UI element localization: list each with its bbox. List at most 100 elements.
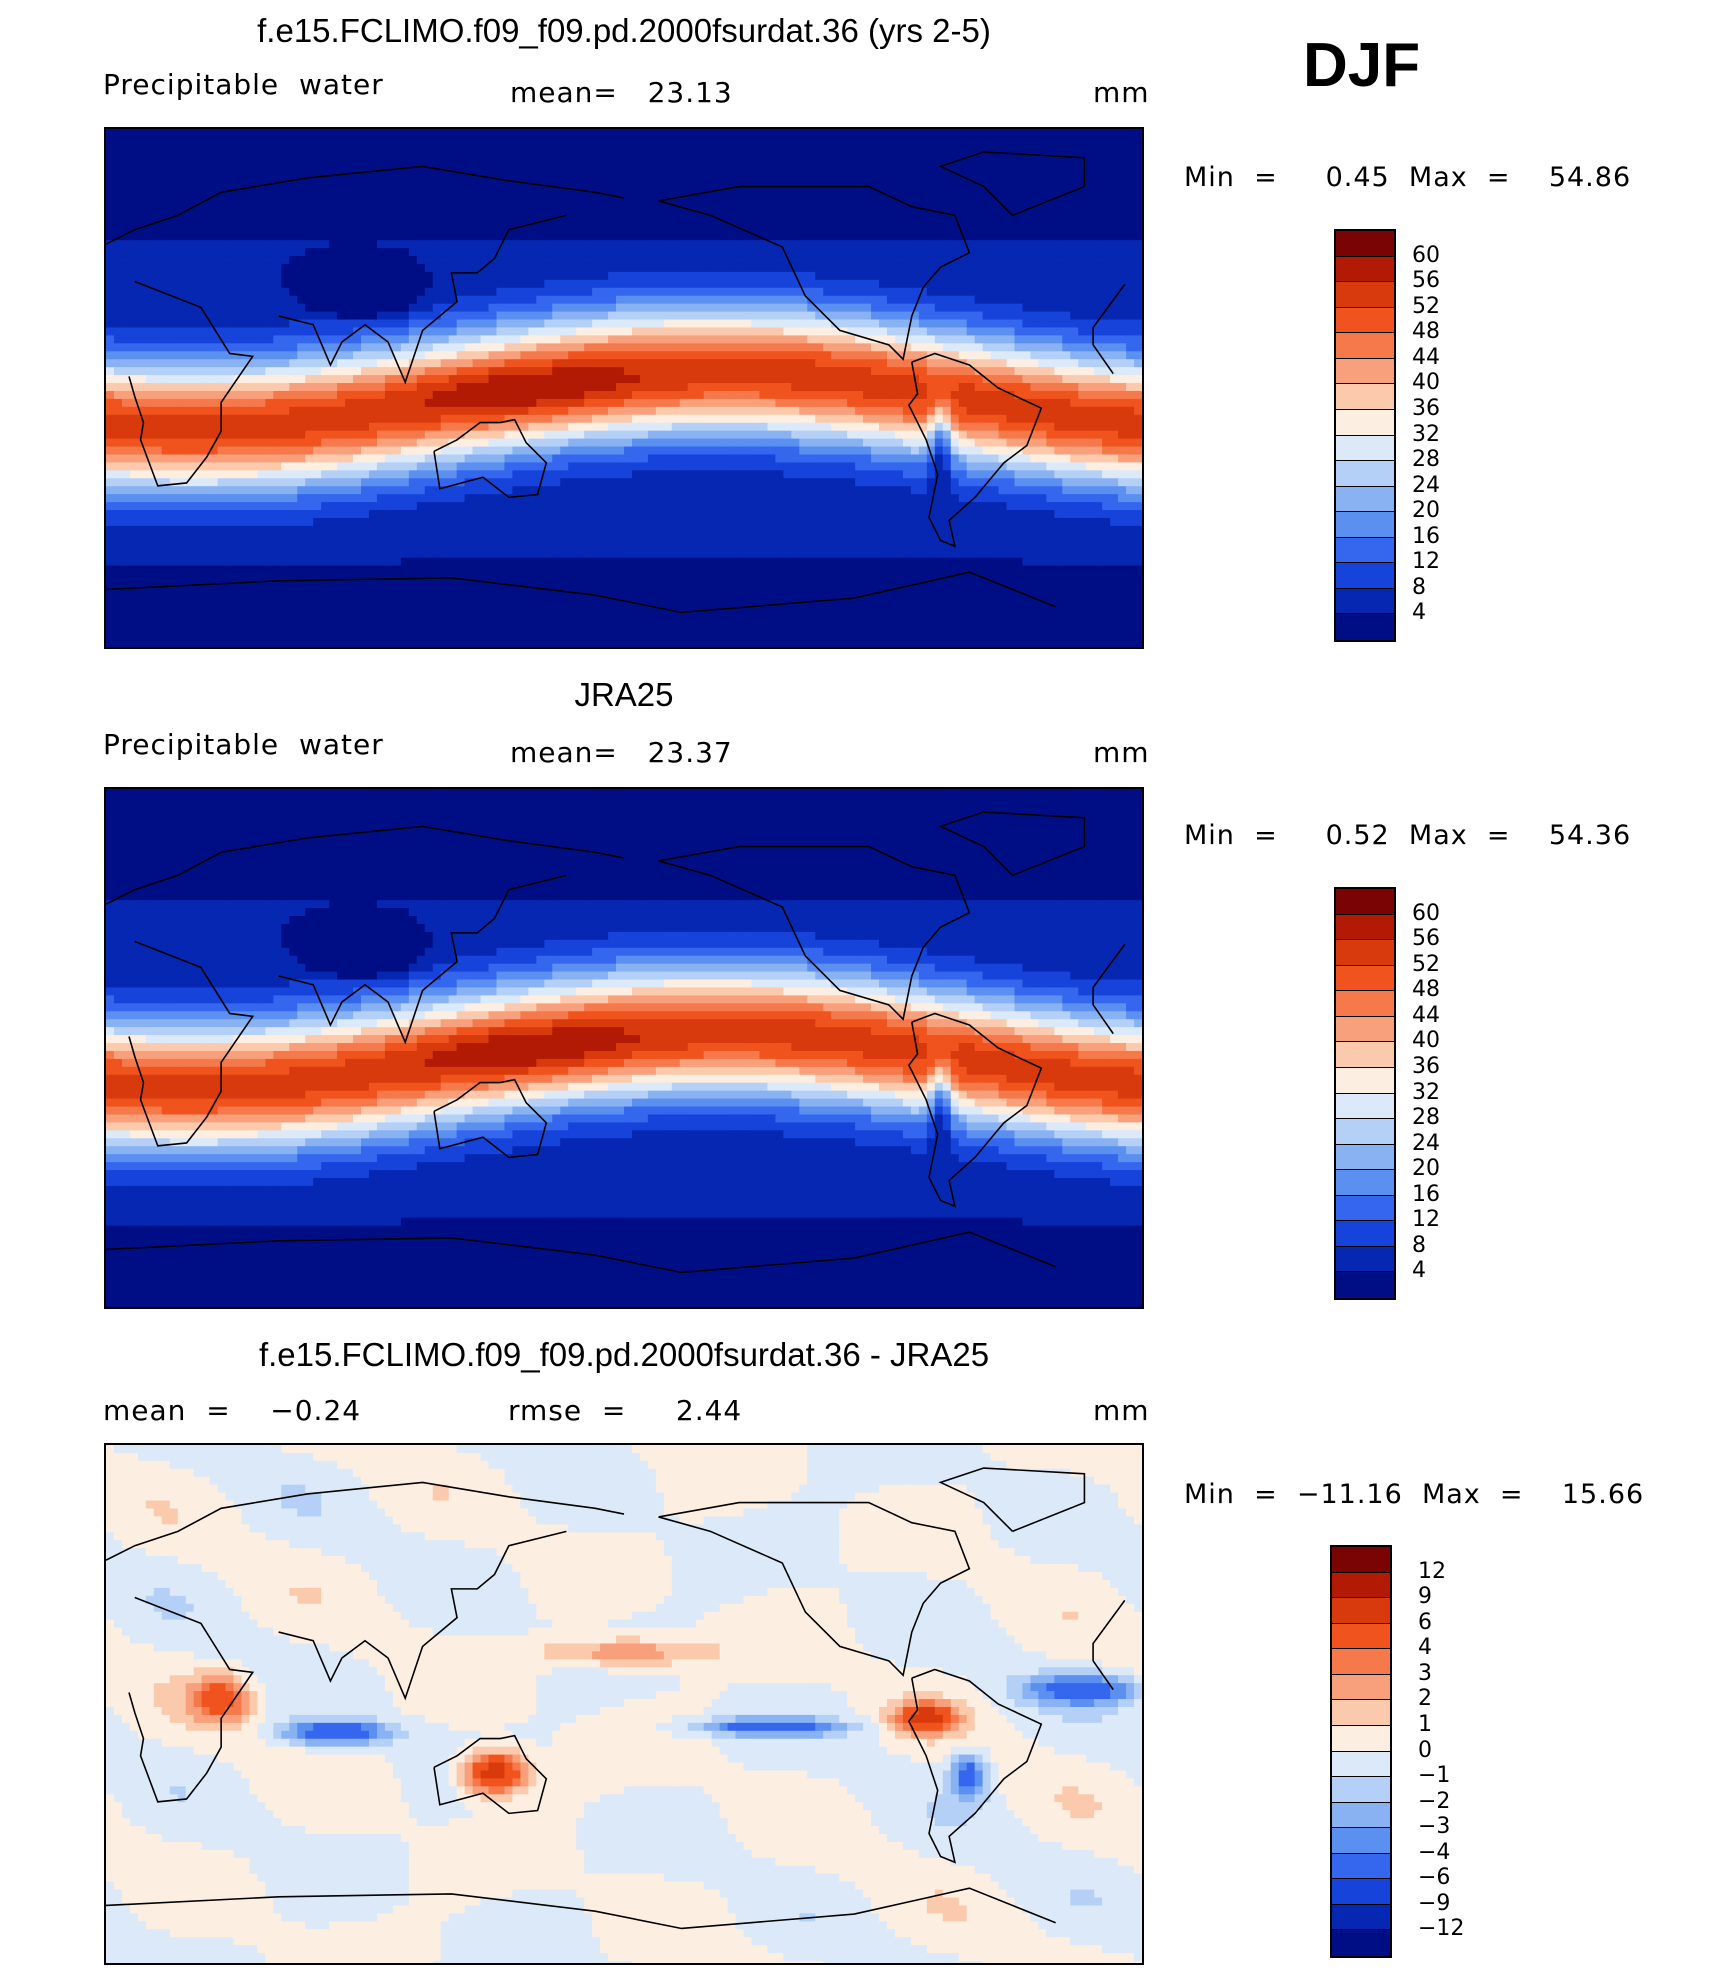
colorbar-tick-label: 4 (1412, 600, 1426, 625)
panel-2-min-max: Min = 0.52 Max = 54.36 (1184, 820, 1631, 851)
colorbar-tick-label: 16 (1412, 524, 1440, 549)
panel-1-mean-label: mean= 23.13 (510, 76, 733, 109)
colorbar-swatch (1332, 1623, 1390, 1650)
colorbar-swatch (1332, 1904, 1390, 1931)
colorbar-tick-label: 9 (1418, 1584, 1432, 1609)
colorbar-tick-label: −6 (1418, 1865, 1450, 1890)
colorbar-tick-label: 2 (1418, 1686, 1432, 1711)
colorbar-tick-label: 1 (1418, 1712, 1432, 1737)
coastline (106, 165, 625, 245)
colorbar-tick-label: 12 (1418, 1559, 1446, 1584)
panel-1-map (104, 127, 1144, 649)
panel-1-units-label: mm (1093, 76, 1150, 109)
colorbar-tick-label: 56 (1412, 268, 1440, 293)
coastline (658, 845, 971, 1021)
panel-3-colorbar (1330, 1545, 1392, 1958)
colorbar-tick-label: 4 (1418, 1635, 1432, 1660)
colorbar-swatch (1336, 1272, 1394, 1298)
coastline (128, 940, 1126, 1147)
colorbar-swatch (1336, 1170, 1394, 1196)
colorbar-tick-label: 60 (1412, 901, 1440, 926)
colorbar-tick-label: 16 (1412, 1182, 1440, 1207)
panel-2-colorbar (1334, 887, 1396, 1300)
colorbar-swatch (1336, 435, 1394, 462)
colorbar-swatch (1336, 965, 1394, 992)
coastline (938, 1467, 1086, 1533)
colorbar-swatch (1336, 1144, 1394, 1171)
coastline (433, 1078, 548, 1159)
colorbar-tick-label: 20 (1412, 1156, 1440, 1181)
colorbar-swatch (1332, 1547, 1390, 1573)
coastline (907, 1668, 1043, 1864)
panel-3-rmse-label: rmse = 2.44 (508, 1394, 742, 1427)
colorbar-swatch (1332, 1751, 1390, 1778)
colorbar-tick-label: 8 (1412, 1233, 1426, 1258)
coastline (278, 874, 567, 1045)
colorbar-swatch (1336, 1067, 1394, 1094)
colorbar-swatch (1336, 563, 1394, 589)
colorbar-tick-label: −9 (1418, 1891, 1450, 1916)
colorbar-swatch (1336, 461, 1394, 487)
colorbar-tick-label: 60 (1412, 243, 1440, 268)
colorbar-swatch (1336, 282, 1394, 308)
colorbar-swatch (1336, 1042, 1394, 1068)
coastline (106, 1887, 1056, 1930)
colorbar-tick-label: −4 (1418, 1840, 1450, 1865)
colorbar-tick-label: 40 (1412, 1028, 1440, 1053)
colorbar-swatch (1332, 1930, 1390, 1956)
colorbar-tick-label: 44 (1412, 345, 1440, 370)
panel-2-mean-label: mean= 23.37 (510, 736, 733, 769)
colorbar-swatch (1336, 307, 1394, 334)
colorbar-swatch (1336, 1119, 1394, 1145)
colorbar-swatch (1332, 1853, 1390, 1880)
colorbar-tick-label: 12 (1412, 549, 1440, 574)
panel-3-map (104, 1443, 1144, 1965)
colorbar-swatch (1336, 889, 1394, 915)
colorbar-swatch (1332, 1777, 1390, 1803)
colorbar-swatch (1332, 1674, 1390, 1701)
colorbar-tick-label: −12 (1418, 1916, 1464, 1941)
coastline (433, 1734, 548, 1815)
colorbar-swatch (1336, 486, 1394, 513)
colorbar-tick-label: 36 (1412, 396, 1440, 421)
colorbar-tick-label: −1 (1418, 1763, 1450, 1788)
colorbar-tick-label: 24 (1412, 473, 1440, 498)
colorbar-swatch (1336, 231, 1394, 257)
colorbar-tick-label: 12 (1412, 1207, 1440, 1232)
colorbar-tick-label: 40 (1412, 370, 1440, 395)
panel-3-title: f.e15.FCLIMO.f09_f09.pd.2000fsurdat.36 -… (104, 1336, 1144, 1374)
colorbar-swatch (1336, 1093, 1394, 1120)
panel-2-units-label: mm (1093, 736, 1150, 769)
colorbar-swatch (1336, 409, 1394, 436)
coastline (106, 1231, 1056, 1274)
colorbar-tick-label: 32 (1412, 422, 1440, 447)
colorbar-swatch (1332, 1572, 1390, 1599)
coastline (278, 1530, 567, 1701)
colorbar-swatch (1332, 1879, 1390, 1905)
colorbar-tick-label: −3 (1418, 1814, 1450, 1839)
coastline (907, 352, 1043, 548)
colorbar-tick-label: 20 (1412, 498, 1440, 523)
colorbar-tick-label: 8 (1412, 575, 1426, 600)
panel-1-variable-label: Precipitable water (103, 68, 384, 101)
colorbar-tick-label: 4 (1412, 1258, 1426, 1283)
panel-2-title: JRA25 (104, 676, 1144, 714)
colorbar-swatch (1332, 1802, 1390, 1829)
coastline (658, 1501, 971, 1677)
panel-1-title: f.e15.FCLIMO.f09_f09.pd.2000fsurdat.36 (… (104, 12, 1144, 50)
coastline (938, 151, 1086, 217)
colorbar-tick-label: 52 (1412, 294, 1440, 319)
colorbar-swatch (1332, 1598, 1390, 1624)
panel-3-min-max: Min = −11.16 Max = 15.66 (1184, 1479, 1644, 1510)
colorbar-swatch (1332, 1828, 1390, 1854)
colorbar-swatch (1336, 940, 1394, 966)
coastline (128, 1596, 1126, 1803)
colorbar-swatch (1336, 614, 1394, 640)
panel-2-map (104, 787, 1144, 1309)
coastline (938, 811, 1086, 877)
coastline (433, 418, 548, 499)
colorbar-swatch (1332, 1700, 1390, 1726)
colorbar-swatch (1336, 512, 1394, 538)
coastline (106, 1481, 625, 1561)
colorbar-tick-label: 44 (1412, 1003, 1440, 1028)
